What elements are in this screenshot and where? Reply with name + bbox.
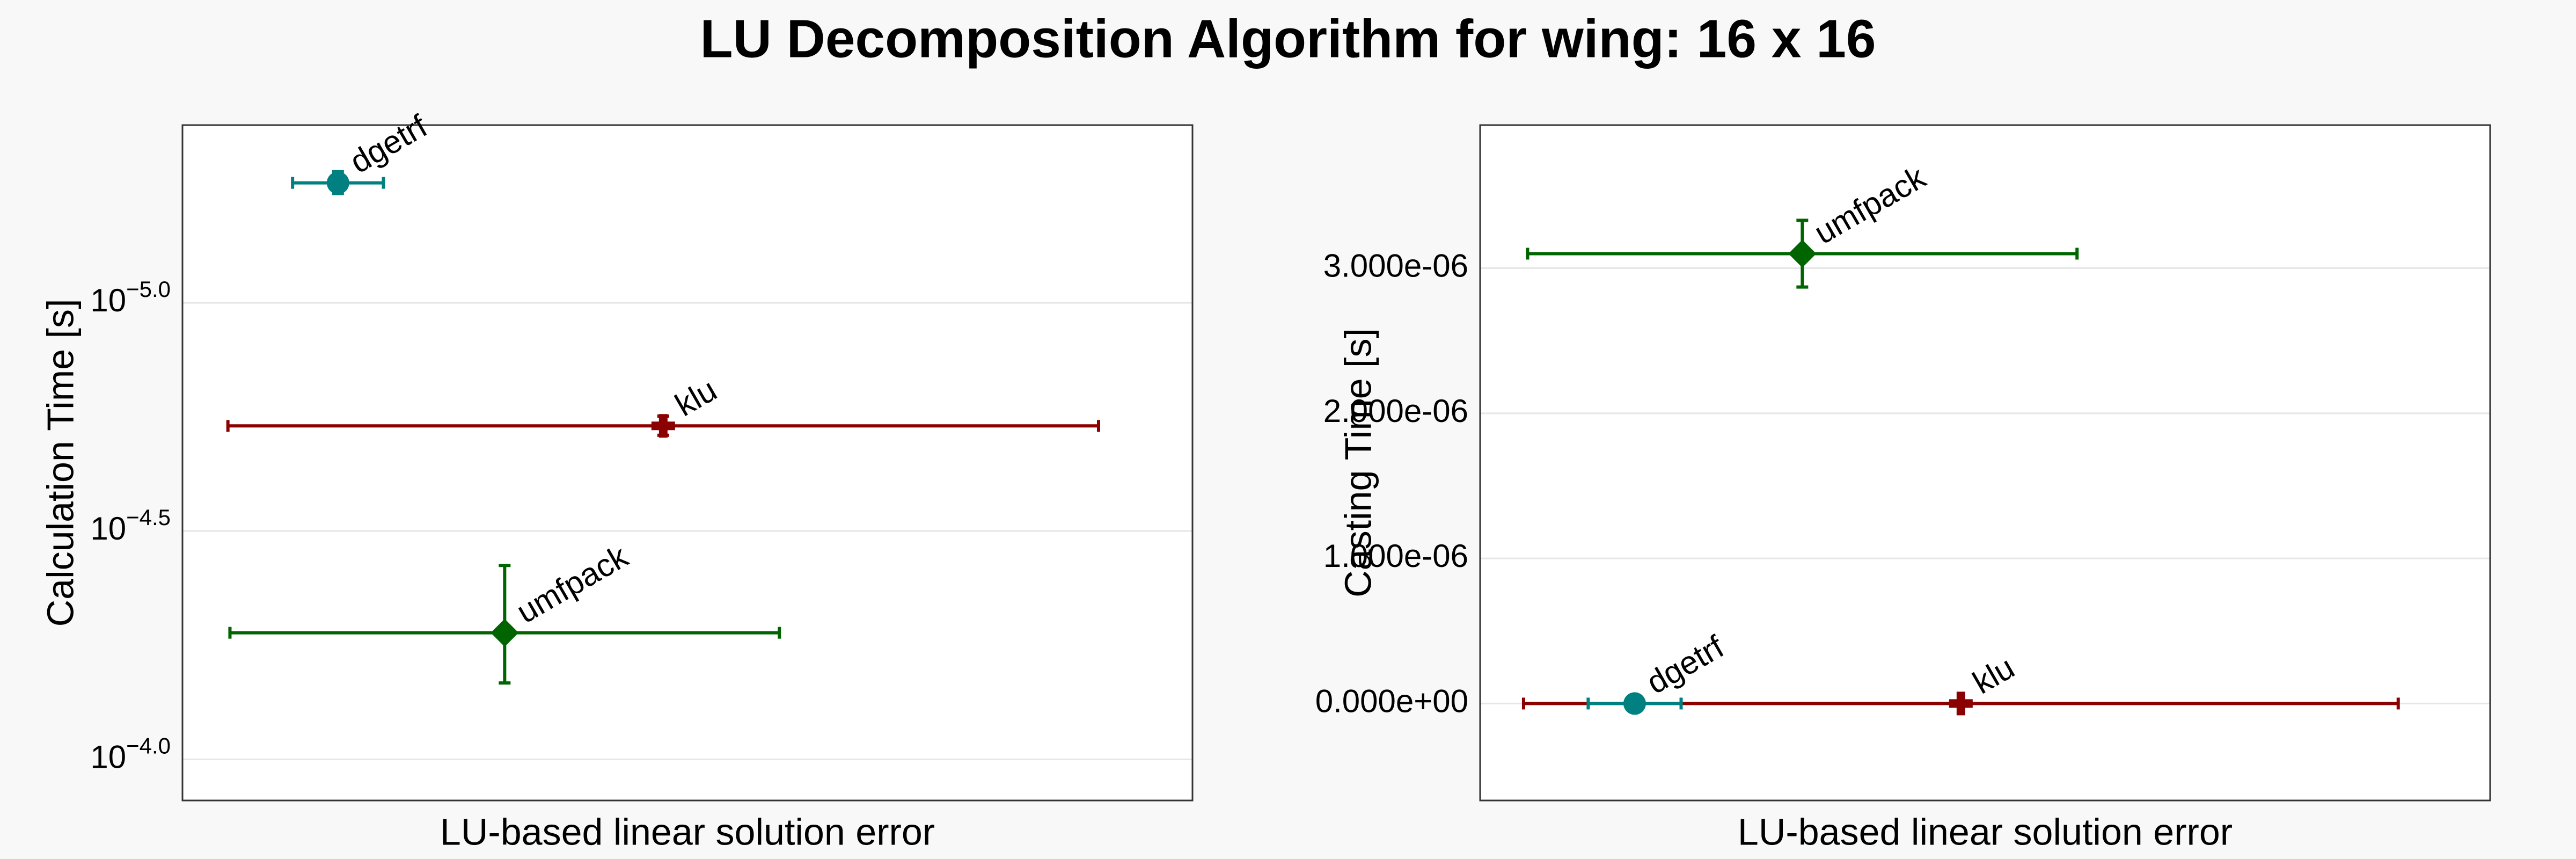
y-tick-label: 3.000e-06 [1323, 247, 1468, 283]
point [1949, 691, 1973, 716]
plot-frame [181, 124, 1194, 802]
plot-area [182, 125, 1192, 800]
x-axis-label: LU-based linear solution error [1738, 811, 2233, 853]
y-tick-label: 10−4.5 [90, 505, 171, 547]
tick-base: 10 [90, 739, 126, 775]
y-tick-label: 1.000e-06 [1323, 538, 1468, 574]
tick-base: 10 [90, 282, 126, 318]
point [1623, 692, 1646, 715]
figure-title: LU Decomposition Algorithm for wing: 16 … [700, 9, 1876, 69]
y-tick-label: 2.000e-06 [1323, 393, 1468, 429]
point [491, 618, 519, 647]
tick-exponent: −5.0 [126, 276, 171, 302]
y-axis-label: Casting Time [s] [1337, 328, 1379, 598]
tick-base: 3.000e-06 [1323, 247, 1468, 283]
y-axis-label: Calculation Time [s] [39, 299, 81, 627]
tick-base: 0.000e+00 [1315, 683, 1468, 719]
y-tick-label: 10−5.0 [90, 276, 171, 318]
tick-base: 2.000e-06 [1323, 393, 1468, 429]
plot-area [1480, 125, 2490, 800]
y-tick-label: 10−4.0 [90, 733, 171, 775]
point [1788, 239, 1817, 268]
y-tick-label: 0.000e+00 [1315, 683, 1468, 719]
tick-exponent: −4.5 [126, 505, 171, 530]
plot-frame [1479, 124, 2491, 802]
tick-exponent: −4.0 [126, 733, 171, 759]
tick-base: 10 [90, 511, 126, 547]
tick-base: 1.000e-06 [1323, 538, 1468, 574]
point [326, 171, 349, 194]
point [651, 414, 675, 438]
x-axis-label: LU-based linear solution error [440, 811, 935, 853]
